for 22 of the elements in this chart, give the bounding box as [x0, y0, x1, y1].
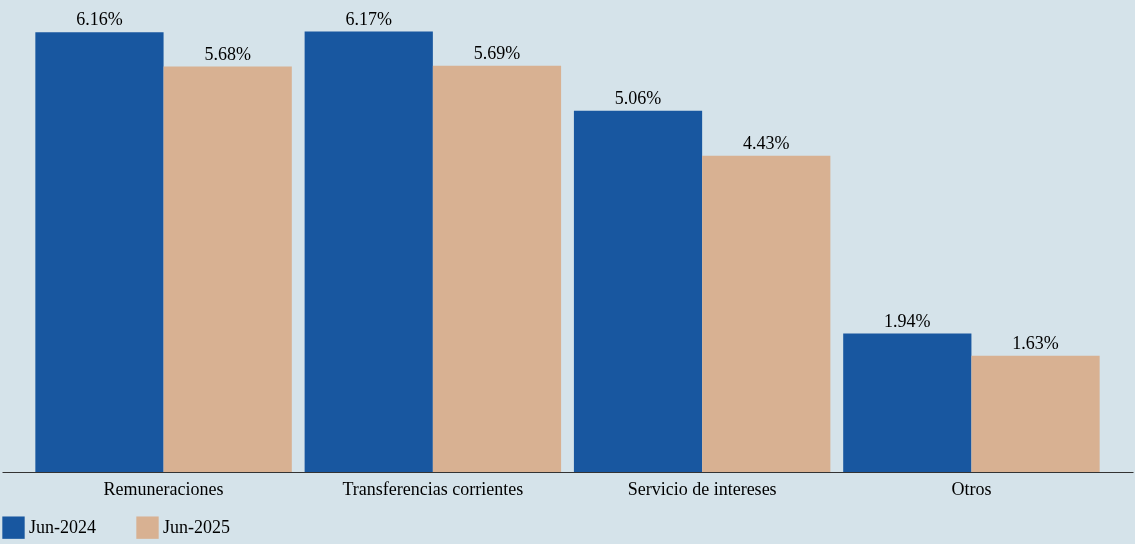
data-label: 5.68%	[204, 43, 251, 64]
data-label: 4.43%	[743, 132, 790, 153]
bar	[702, 155, 831, 472]
data-label: 1.63%	[1012, 332, 1059, 353]
x-tick-label: Servicio de intereses	[627, 478, 777, 499]
data-label: 5.06%	[614, 87, 662, 108]
bar	[573, 110, 703, 472]
legend-label: Jun-2025	[163, 516, 230, 537]
legend-label: Jun-2024	[29, 516, 96, 537]
data-label: 1.94%	[884, 310, 931, 331]
bar	[843, 333, 972, 472]
bar	[35, 32, 164, 472]
data-label: 6.17%	[345, 8, 392, 29]
bar	[432, 65, 562, 472]
data-label: 5.69%	[473, 42, 521, 63]
bar	[163, 66, 292, 472]
x-tick-label: Otros	[951, 478, 992, 499]
x-tick-label: Remuneraciones	[103, 478, 224, 499]
bar	[971, 355, 1100, 472]
data-label: 6.16%	[76, 9, 123, 30]
x-tick-label: Transferencias corrientes	[342, 478, 524, 499]
bar	[304, 31, 433, 472]
